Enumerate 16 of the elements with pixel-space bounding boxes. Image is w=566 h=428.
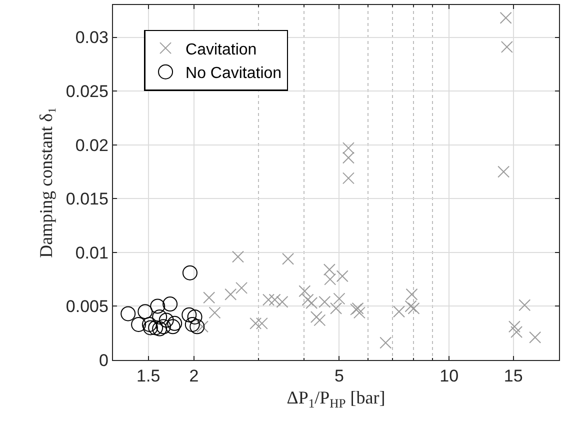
y-tick-label: 0.025 — [66, 82, 108, 102]
legend-label: No Cavitation — [186, 65, 282, 82]
x-tick-label: 2 — [189, 366, 199, 386]
x-tick-label: 5 — [334, 366, 344, 386]
y-tick-label: 0.015 — [66, 190, 108, 209]
x-tick-label: 1.5 — [136, 366, 160, 386]
y-tick-label: 0.005 — [66, 297, 108, 316]
y-tick-label: 0.02 — [75, 136, 108, 155]
y-tick-label: 0.03 — [75, 28, 108, 48]
y-tick-label: 0.01 — [75, 243, 108, 262]
x-axis-title: ΔP$_{1}$/P$_{HP}$ [bar] — [286, 388, 386, 410]
y-tick-label: 0 — [98, 350, 108, 370]
y-axis-title: Damping constant δ₁ — [36, 107, 56, 258]
legend-label: Cavitation — [186, 41, 257, 58]
x-tick-label: 10 — [440, 366, 459, 386]
x-tick-label: 15 — [504, 366, 523, 386]
